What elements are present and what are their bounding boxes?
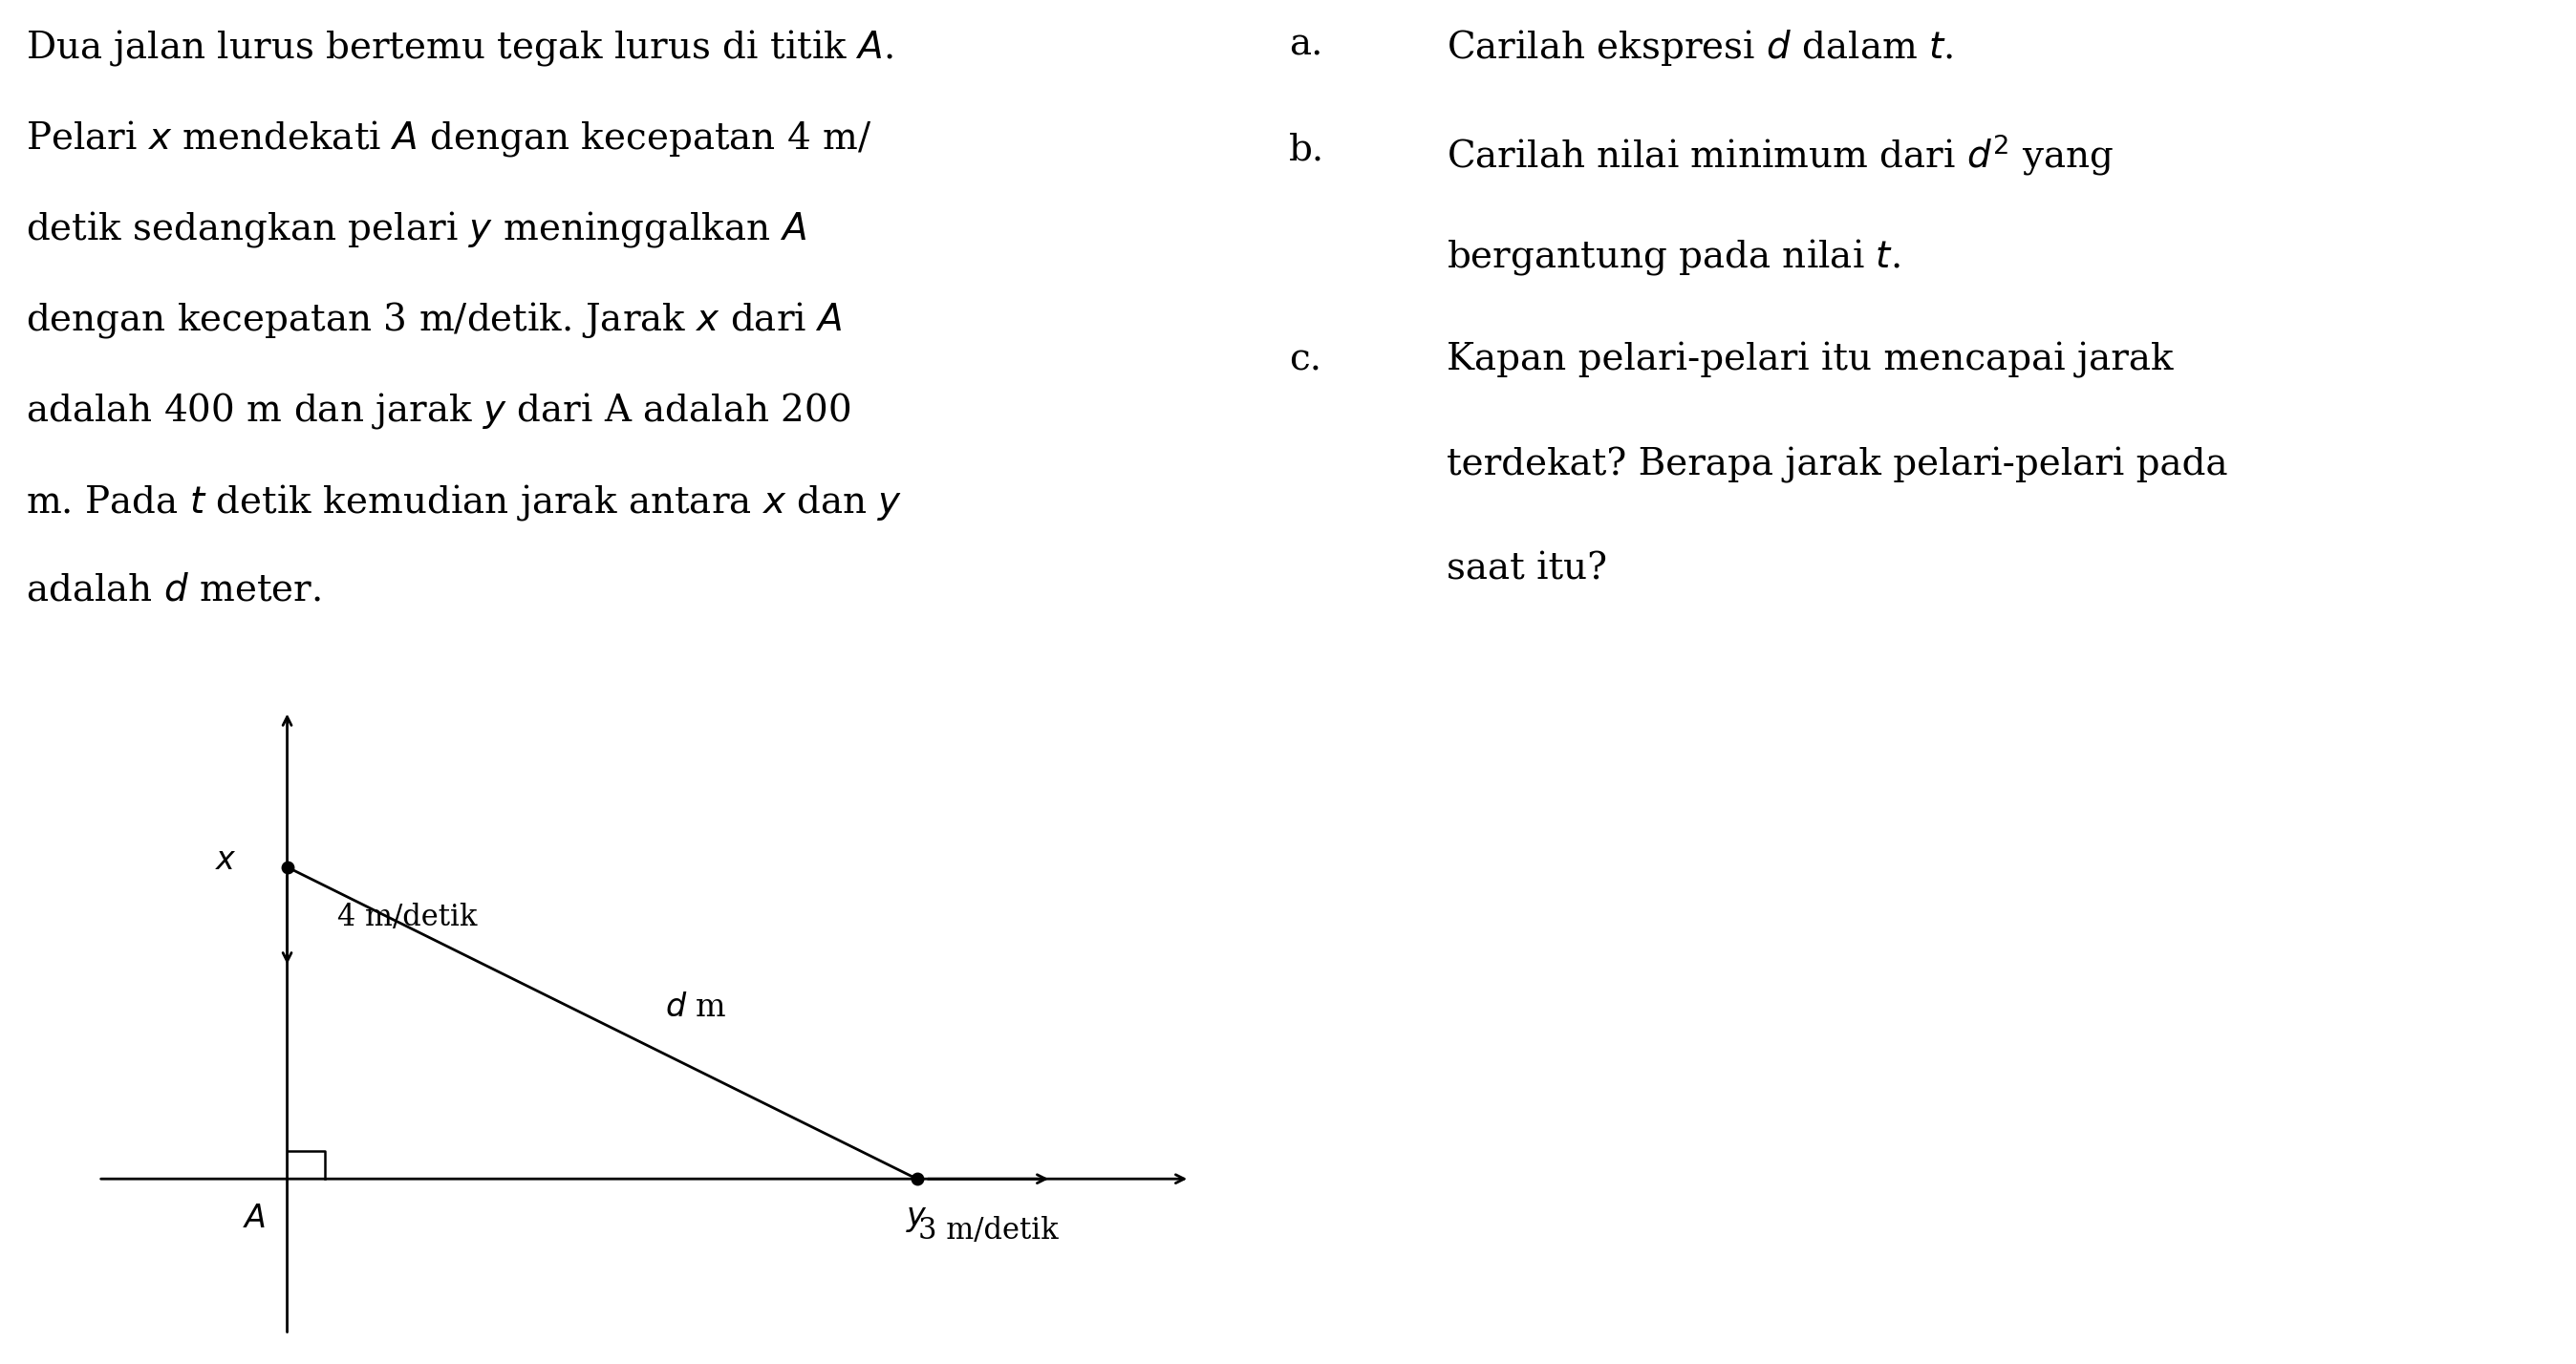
Text: adalah $d$ meter.: adalah $d$ meter.: [26, 573, 322, 608]
Text: $y$: $y$: [907, 1204, 927, 1234]
Text: c.: c.: [1288, 342, 1321, 378]
Text: Carilah ekspresi $d$ dalam $t$.: Carilah ekspresi $d$ dalam $t$.: [1448, 27, 1953, 67]
Text: $x$: $x$: [214, 846, 237, 876]
Text: bergantung pada nilai $t$.: bergantung pada nilai $t$.: [1448, 237, 1901, 277]
Text: 3 m/detik: 3 m/detik: [917, 1217, 1059, 1245]
Text: terdekat? Berapa jarak pelari-pelari pada: terdekat? Berapa jarak pelari-pelari pad…: [1448, 447, 2228, 483]
Text: Pelari $x$ mendekati $A$ dengan kecepatan 4 m/: Pelari $x$ mendekati $A$ dengan kecepata…: [26, 119, 871, 158]
Text: detik sedangkan pelari $y$ meninggalkan $A$: detik sedangkan pelari $y$ meninggalkan …: [26, 209, 806, 250]
Text: $A$: $A$: [242, 1204, 265, 1234]
Text: saat itu?: saat itu?: [1448, 552, 1607, 588]
Text: dengan kecepatan 3 m/detik. Jarak $x$ dari $A$: dengan kecepatan 3 m/detik. Jarak $x$ da…: [26, 300, 842, 340]
Text: Carilah nilai minimum dari $d^2$ yang: Carilah nilai minimum dari $d^2$ yang: [1448, 132, 2115, 177]
Text: b.: b.: [1288, 132, 1324, 168]
Text: Dua jalan lurus bertemu tegak lurus di titik $A$.: Dua jalan lurus bertemu tegak lurus di t…: [26, 27, 894, 67]
Text: m. Pada $t$ detik kemudian jarak antara $x$ dan $y$: m. Pada $t$ detik kemudian jarak antara …: [26, 481, 902, 522]
Text: Kapan pelari-pelari itu mencapai jarak: Kapan pelari-pelari itu mencapai jarak: [1448, 342, 2174, 378]
Text: a.: a.: [1288, 27, 1324, 63]
Text: adalah 400 m dan jarak $y$ dari A adalah 200: adalah 400 m dan jarak $y$ dari A adalah…: [26, 391, 850, 431]
Text: 4 m/detik: 4 m/detik: [337, 902, 477, 932]
Text: $d$ m: $d$ m: [665, 992, 726, 1023]
